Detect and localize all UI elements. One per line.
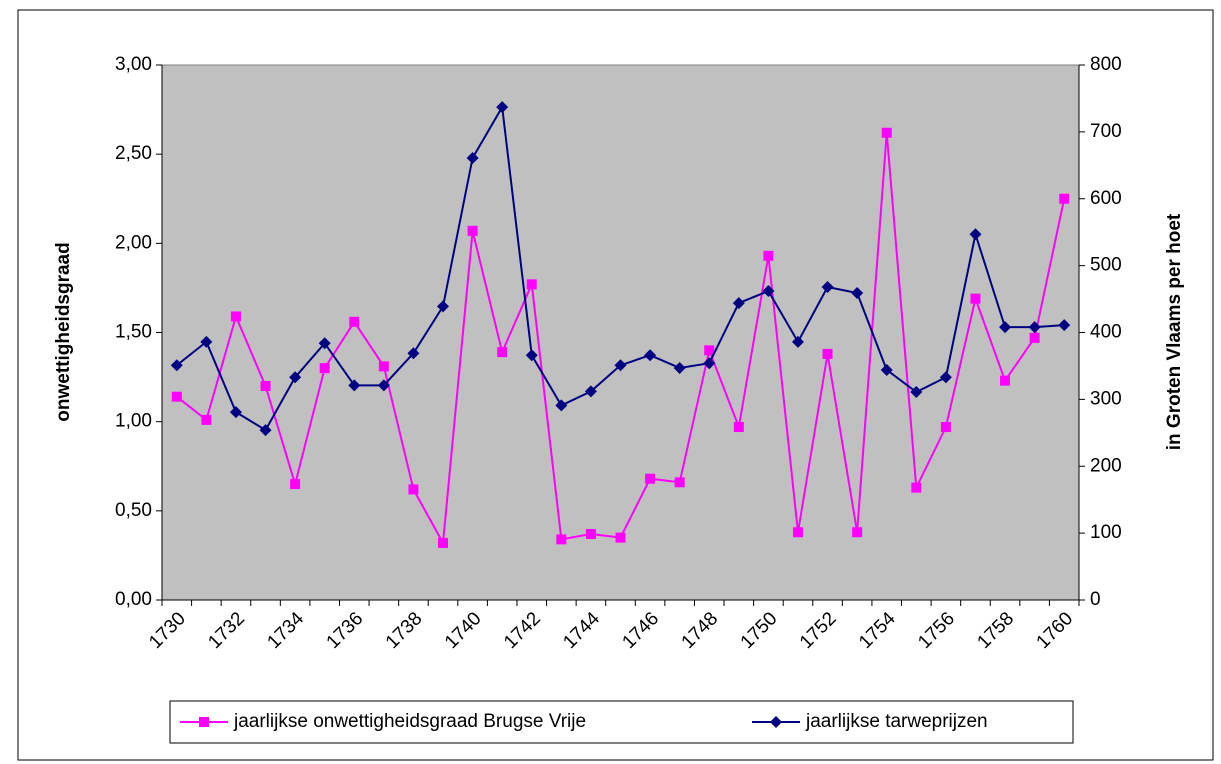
- marker: [1028, 321, 1041, 334]
- y2-tick-label: 200: [1090, 455, 1122, 476]
- y2-tick-label: 0: [1090, 589, 1101, 610]
- marker: [969, 228, 982, 241]
- marker: [377, 379, 390, 392]
- marker: [1000, 375, 1011, 386]
- marker: [525, 349, 538, 362]
- marker: [318, 337, 331, 350]
- marker: [526, 279, 537, 290]
- marker: [851, 287, 864, 300]
- marker: [199, 717, 209, 727]
- marker: [290, 479, 301, 490]
- marker: [822, 348, 833, 359]
- marker: [644, 349, 657, 362]
- marker: [466, 151, 479, 164]
- marker: [645, 473, 656, 484]
- marker: [555, 399, 568, 412]
- marker: [940, 422, 951, 433]
- marker: [259, 424, 272, 437]
- y-tick-label: 1,50: [115, 322, 152, 343]
- y-tick-label: 2,00: [115, 232, 152, 253]
- marker: [230, 311, 241, 322]
- marker: [880, 363, 893, 376]
- marker: [171, 391, 182, 402]
- marker: [229, 406, 242, 419]
- legend: [169, 700, 1074, 744]
- marker: [496, 101, 509, 114]
- y-tick-label: 3,00: [115, 54, 152, 75]
- marker: [881, 127, 892, 138]
- marker: [821, 281, 834, 294]
- marker: [438, 537, 449, 548]
- y2-tick-label: 100: [1090, 522, 1122, 543]
- marker: [970, 293, 981, 304]
- y-tick-label: 0,00: [115, 589, 152, 610]
- y2-tick-label: 400: [1090, 322, 1122, 343]
- marker: [939, 371, 952, 384]
- marker: [556, 534, 567, 545]
- marker: [585, 529, 596, 540]
- y2-tick-label: 600: [1090, 188, 1122, 209]
- marker: [349, 316, 360, 327]
- marker: [437, 300, 450, 313]
- marker: [615, 532, 626, 543]
- marker: [467, 225, 478, 236]
- marker: [999, 321, 1012, 334]
- marker: [763, 250, 774, 261]
- marker: [170, 359, 183, 372]
- marker: [1058, 319, 1071, 332]
- y2-tick-label: 500: [1090, 255, 1122, 276]
- marker: [910, 386, 923, 399]
- legend-label: jaarlijkse onwettigheidsgraad Brugse Vri…: [233, 711, 586, 732]
- y2-tick-label: 700: [1090, 121, 1122, 142]
- marker: [1029, 332, 1040, 343]
- marker: [770, 716, 782, 728]
- marker: [319, 363, 330, 374]
- marker: [407, 347, 420, 360]
- marker: [348, 379, 361, 392]
- marker: [260, 381, 271, 391]
- marker: [200, 335, 213, 348]
- marker: [791, 335, 804, 348]
- marker: [614, 359, 627, 372]
- marker: [852, 527, 863, 538]
- marker: [703, 357, 716, 370]
- marker: [762, 285, 775, 298]
- y-tick-label: 1,00: [115, 411, 152, 432]
- marker: [732, 297, 745, 310]
- marker: [704, 345, 715, 356]
- marker: [378, 361, 389, 372]
- y-tick-label: 2,50: [115, 143, 152, 164]
- marker: [674, 477, 685, 488]
- marker: [289, 371, 302, 384]
- marker: [673, 361, 686, 374]
- y-tick-label: 0,50: [115, 500, 152, 521]
- marker: [497, 347, 508, 358]
- marker: [733, 422, 744, 433]
- y2-tick-label: 800: [1090, 54, 1122, 75]
- marker: [408, 484, 419, 495]
- y2-tick-label: 300: [1090, 388, 1122, 409]
- marker: [1059, 193, 1070, 204]
- y2-axis-title: in Groten Vlaams per hoet: [1164, 213, 1185, 450]
- marker: [911, 482, 922, 493]
- plot-area: [161, 64, 1080, 601]
- marker: [201, 414, 212, 425]
- marker: [584, 385, 597, 398]
- marker: [792, 527, 803, 538]
- y-axis-title: onwettigheidsgraad: [53, 242, 74, 421]
- legend-label: jaarlijkse tarweprijzen: [805, 711, 988, 732]
